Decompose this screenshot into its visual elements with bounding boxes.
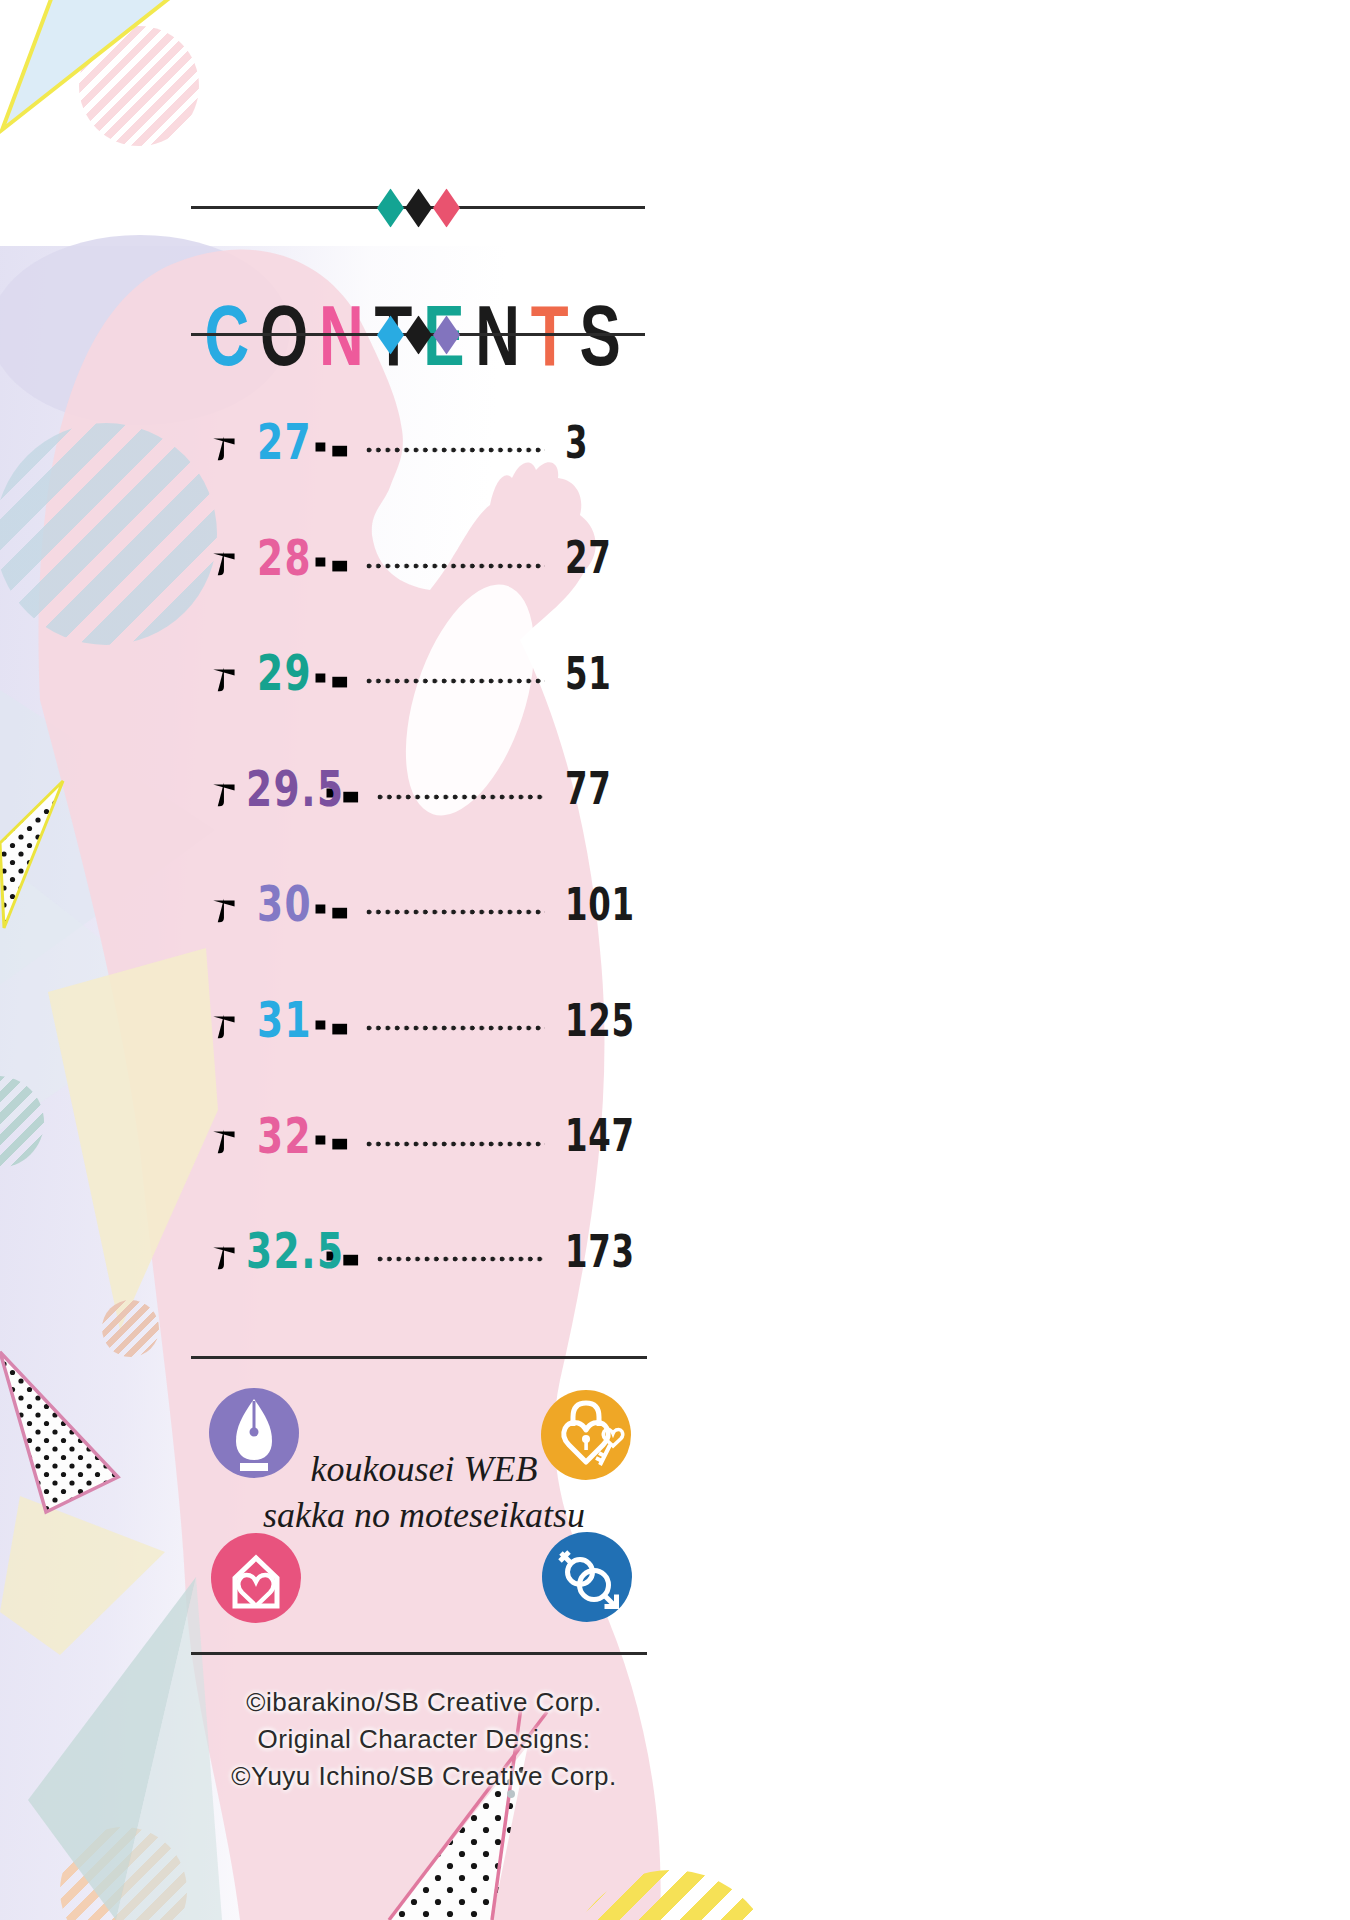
chapter-suffix-kanji [311,1115,352,1156]
striped-circle-tan [102,1300,159,1357]
house-heart-icon [211,1533,301,1623]
chapter-prefix-kanji [203,422,244,463]
page-number: 173 [565,1225,623,1278]
series-title-line1: koukousei WEB [191,1446,657,1492]
diamond-icon [405,188,432,227]
page-number: 27 [565,531,623,584]
chapter-number: 32 [257,1107,312,1165]
gender-symbols-icon [542,1532,632,1622]
striped-circle-blue [0,423,217,645]
dotted-leader [377,1256,545,1262]
diamond-icon [405,315,432,354]
pink-dotted-triangle [0,1352,118,1512]
diamond-icon [433,188,460,227]
chapter-prefix-kanji [203,1000,244,1041]
yellow-outline-triangle [2,0,186,130]
page-number: 147 [565,1109,623,1162]
diamond-icon [377,315,404,354]
background-illustration [0,0,1350,1920]
chapter-number: 28 [257,529,312,587]
divider-above-badges [191,1356,647,1359]
chapter-suffix-kanji [311,537,352,578]
dotted-leader [366,678,545,684]
chapter-prefix-kanji [203,653,244,694]
title-bottom-rule [191,333,645,336]
chapter-suffix-kanji [311,884,352,925]
chapter-prefix-kanji [203,1231,244,1272]
contents-page: CONTENTS 2732827295129.57730101311253214… [0,0,1350,1920]
chapter-number: 29 [257,644,312,702]
chapter-prefix-kanji [203,884,244,925]
dotted-leader [366,447,545,453]
toc-row: 29.5 77 [203,757,645,821]
toc-row: 32.5 173 [203,1219,645,1283]
page-number: 77 [565,762,623,815]
chapter-suffix-kanji [311,1000,352,1041]
chapter-number: 29.5 [246,760,345,818]
chapter-prefix-kanji [203,537,244,578]
title-top-rule [191,206,645,209]
copyright-block: ©ibarakino/SB Creative Corp. Original Ch… [191,1684,657,1795]
diamond-icon [377,188,404,227]
toc-row: 28 27 [203,526,645,590]
page-number: 3 [565,416,623,469]
series-title-line2: sakka no moteseikatsu [191,1492,657,1538]
title-top-diamonds [376,188,460,227]
page-number: 51 [565,647,623,700]
chapter-prefix-kanji [203,1115,244,1156]
dotted-leader [377,794,545,800]
chapter-number: 27 [257,413,312,471]
title-bottom-diamonds [376,315,460,354]
chapter-number: 30 [257,875,312,933]
series-title: koukousei WEB sakka no moteseikatsu [191,1446,657,1538]
page-number: 125 [565,994,623,1047]
chapter-prefix-kanji [203,768,244,809]
dotted-leader [366,1025,545,1031]
copyright-line2: Original Character Designs: [191,1721,657,1758]
dotted-leader [366,563,545,569]
toc-row: 32 147 [203,1104,645,1168]
toc-row: 27 3 [203,410,645,474]
copyright-line1: ©ibarakino/SB Creative Corp. [191,1684,657,1721]
chapter-number: 31 [257,991,312,1049]
copyright-line3: ©Yuyu Ichino/SB Creative Corp. [191,1758,657,1795]
diamond-icon [433,315,460,354]
toc-row: 30 101 [203,872,645,936]
chapter-number: 32.5 [246,1222,345,1280]
page-number: 101 [565,878,623,931]
dotted-leader [366,909,545,915]
divider-above-copyright [191,1652,647,1655]
toc-row: 31 125 [203,988,645,1052]
chapter-suffix-kanji [311,653,352,694]
chapter-suffix-kanji [311,422,352,463]
toc-row: 29 51 [203,641,645,705]
dotted-leader [366,1141,545,1147]
yellow-wedge-2 [0,1496,165,1655]
